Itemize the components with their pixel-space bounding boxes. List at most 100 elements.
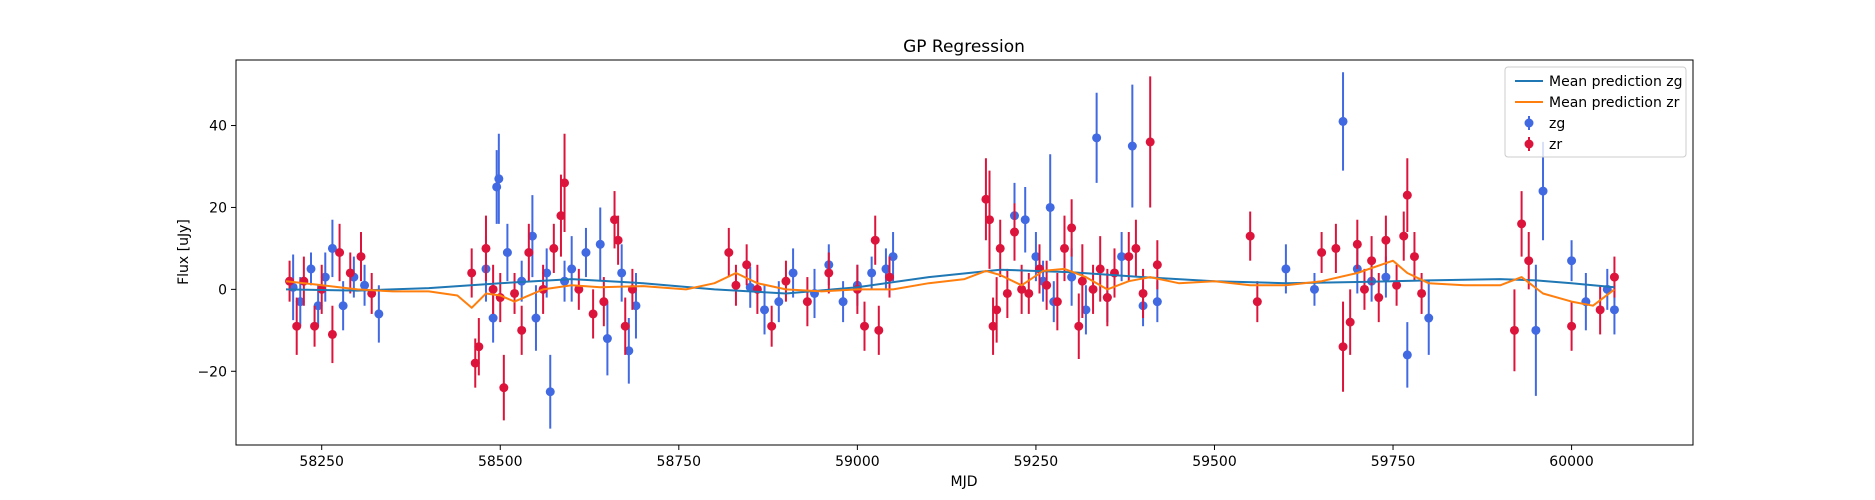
point-zg [888,252,898,262]
line-mean-prediction-zr [285,259,1616,309]
point-zg [1281,264,1291,274]
x-tick-label: 58500 [478,454,523,470]
y-axis: −20 0 20 40 [197,119,236,380]
point-zr [1252,297,1262,307]
point-zr [1317,248,1327,257]
point-zg [602,334,612,344]
point-zg [1381,272,1391,282]
point-zr [310,321,320,331]
plot-area [285,72,1619,429]
legend-label: Mean prediction zg [1549,74,1683,90]
legend: Mean prediction zg Mean prediction zr zg zr [1504,66,1687,158]
point-zg [1092,133,1102,143]
point-zr [1367,256,1377,266]
point-zg [1045,202,1055,212]
point-zr [292,321,302,331]
line-mean-prediction-zg [285,268,1615,295]
point-zr [1402,190,1412,200]
point-zr [599,297,609,307]
point-zg [788,268,798,278]
legend-entry-zr: zr [1524,137,1562,153]
legend-label: zr [1549,137,1562,153]
point-zg [881,264,891,274]
legend-swatch [1524,118,1534,128]
point-zr [1359,284,1369,294]
point-zg [760,305,770,315]
point-zr [767,321,777,331]
point-zg [1567,256,1577,266]
point-zg [306,264,316,274]
point-zg [838,297,848,307]
point-zr [1381,235,1391,245]
legend-entry-mean-prediction-zg: Mean prediction zg [1515,74,1683,90]
point-zg [360,280,370,290]
point-zg [560,276,570,286]
point-zr [1392,280,1402,290]
point-zr [1059,243,1069,253]
series-mean-prediction-zg [285,268,1615,295]
point-zr [824,268,834,278]
point-zg [867,268,877,278]
point-zr [345,268,355,278]
x-axis-label: MJD [951,474,978,490]
series-mean-prediction-zr [285,259,1616,309]
point-zg [1609,305,1619,315]
point-zg [1117,252,1127,262]
point-zg [1067,272,1077,282]
point-zg [745,282,755,292]
point-zg [624,346,634,356]
point-zg [502,248,512,257]
point-zg [1424,313,1434,323]
point-zg [1031,252,1041,262]
point-zr [995,243,1005,253]
y-axis-label: Flux [uJy] [176,219,192,285]
point-zr [1152,260,1162,270]
point-zr [981,194,991,204]
x-tick-label: 59000 [835,454,880,470]
point-zr [1145,137,1155,147]
x-axis: 58250 58500 58750 59000 59250 59500 59750 60000 [299,445,1594,470]
point-zr [467,268,477,278]
point-zr [510,288,520,298]
point-zr [885,272,895,282]
point-zg [617,268,627,278]
point-zr [984,215,994,225]
point-zr [1024,288,1034,298]
point-zr [1374,293,1384,303]
point-zr [610,215,620,225]
point-zg [1338,116,1348,126]
series-zr [285,76,1619,421]
point-zg [631,301,641,311]
point-zg [374,309,384,319]
point-zg [327,243,337,253]
legend-swatch [1524,139,1534,149]
point-zr [1002,288,1012,298]
point-zg [531,313,541,323]
point-zr [588,309,598,319]
point-zg [1081,305,1091,315]
y-tick-label: 40 [209,119,227,135]
plot-frame [235,59,1694,446]
point-zr [1338,342,1348,352]
point-zr [1509,325,1519,335]
legend-entry-mean-prediction-zr: Mean prediction zr [1515,95,1680,111]
point-zg [527,231,537,241]
point-zg [320,272,330,282]
point-zr [481,243,491,253]
legend-label: zg [1549,116,1565,132]
x-tick-label: 59250 [1014,454,1059,470]
point-zr [517,325,527,335]
point-zr [1399,231,1409,241]
point-zr [356,252,366,262]
point-zr [335,248,345,257]
point-zr [1345,317,1355,327]
point-zg [774,297,784,307]
point-zg [542,268,552,278]
point-zr [499,383,509,393]
y-tick-label: 20 [209,200,227,216]
point-zr [1417,288,1427,298]
point-zr [992,305,1002,315]
point-zg [581,248,591,257]
point-zr [988,321,998,331]
point-zg [295,297,305,307]
